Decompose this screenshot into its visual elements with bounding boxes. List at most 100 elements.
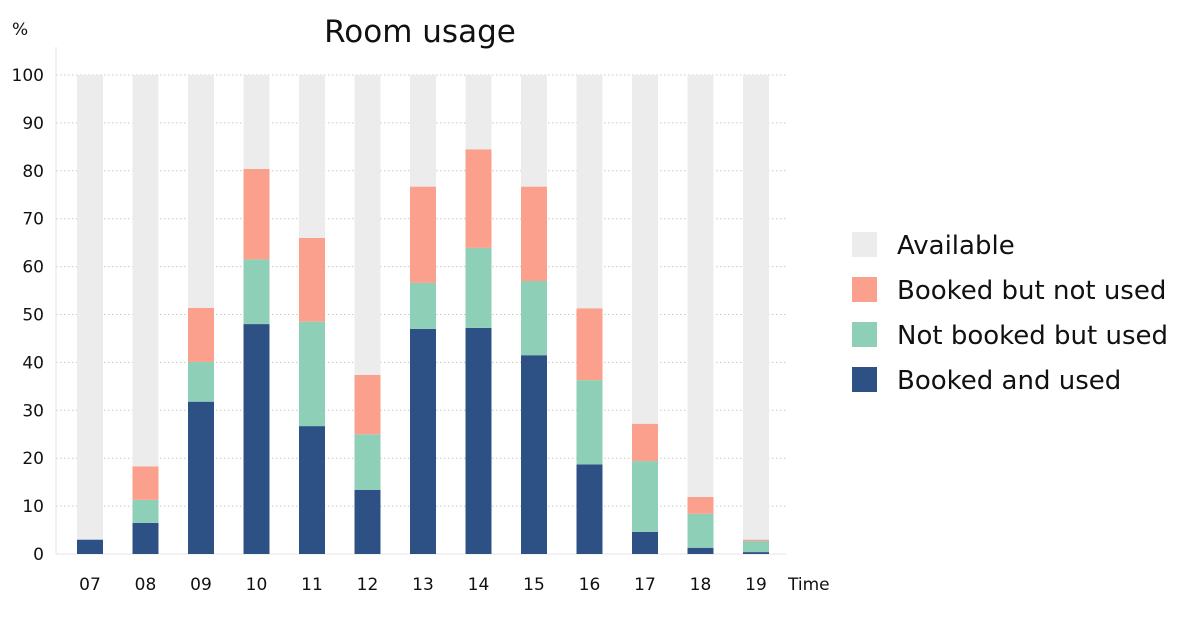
legend: Available Booked but not used Not booked b… bbox=[852, 231, 1168, 396]
bar-not-booked-but-used-18 bbox=[687, 513, 714, 548]
legend-swatch-booked-and-used bbox=[852, 367, 877, 392]
bar-group-15 bbox=[521, 75, 547, 554]
bar-group-18 bbox=[687, 75, 714, 554]
bar-booked-but-not-used-17 bbox=[632, 423, 658, 462]
x-tick-label: 11 bbox=[301, 575, 323, 595]
bar-booked-and-used-10 bbox=[243, 324, 270, 554]
bar-booked-but-not-used-13 bbox=[410, 186, 436, 283]
x-tick-label: 15 bbox=[523, 575, 545, 595]
bar-group-09 bbox=[188, 75, 214, 554]
bar-booked-but-not-used-08 bbox=[132, 466, 159, 500]
bar-booked-but-not-used-15 bbox=[521, 186, 547, 281]
x-tick-label: 17 bbox=[634, 575, 656, 595]
bar-not-booked-but-used-19 bbox=[743, 541, 769, 553]
bar-booked-and-used-12 bbox=[354, 489, 381, 554]
bar-booked-but-not-used-11 bbox=[299, 237, 325, 322]
bar-not-booked-but-used-11 bbox=[299, 321, 325, 427]
bar-available-07 bbox=[77, 75, 103, 540]
legend-swatch-available bbox=[852, 232, 877, 257]
bar-booked-and-used-17 bbox=[632, 531, 658, 554]
bar-available-10 bbox=[243, 75, 270, 169]
x-axis-label: Time bbox=[787, 575, 830, 595]
bar-available-09 bbox=[188, 75, 214, 308]
bar-booked-and-used-16 bbox=[576, 464, 603, 554]
x-tick-label: 18 bbox=[690, 575, 712, 595]
bar-available-12 bbox=[354, 75, 381, 375]
bar-booked-but-not-used-10 bbox=[243, 168, 270, 260]
bar-booked-but-not-used-09 bbox=[188, 307, 214, 362]
bar-booked-but-not-used-19 bbox=[743, 539, 769, 542]
x-tick-label: 16 bbox=[579, 575, 601, 595]
y-tick-label: 10 bbox=[22, 497, 44, 517]
bar-booked-but-not-used-12 bbox=[354, 374, 381, 435]
bar-available-19 bbox=[743, 75, 769, 540]
x-tick-label: 10 bbox=[246, 575, 268, 595]
y-axis-label: % bbox=[12, 20, 28, 40]
y-tick-label: 80 bbox=[22, 162, 44, 182]
bar-available-08 bbox=[132, 75, 159, 467]
y-tick-label: 50 bbox=[22, 306, 44, 326]
bar-available-17 bbox=[632, 75, 658, 424]
y-tick-label: 30 bbox=[22, 401, 44, 421]
x-tick-label: 12 bbox=[357, 575, 379, 595]
bar-booked-and-used-14 bbox=[465, 327, 492, 554]
bar-group-12 bbox=[354, 75, 381, 554]
bar-not-booked-but-used-09 bbox=[188, 361, 214, 402]
y-tick-labels: 0 10 20 30 40 50 60 70 80 90 100 bbox=[12, 66, 44, 565]
y-tick-label: 40 bbox=[22, 353, 44, 373]
bar-not-booked-but-used-16 bbox=[576, 380, 603, 465]
x-tick-label: 09 bbox=[190, 575, 212, 595]
bar-booked-and-used-11 bbox=[299, 426, 325, 554]
bar-booked-and-used-18 bbox=[687, 547, 714, 554]
y-tick-label: 60 bbox=[22, 258, 44, 278]
bar-not-booked-but-used-08 bbox=[132, 499, 159, 523]
bar-available-11 bbox=[299, 75, 325, 238]
legend-label-booked-and-used: Booked and used bbox=[897, 366, 1121, 396]
bar-group-11 bbox=[299, 75, 325, 554]
legend-label-not-booked-but-used: Not booked but used bbox=[897, 321, 1168, 351]
bar-booked-and-used-09 bbox=[188, 401, 214, 554]
bar-not-booked-but-used-15 bbox=[521, 280, 547, 356]
y-tick-label: 70 bbox=[22, 210, 44, 230]
x-tick-labels: 07 08 09 10 11 12 13 14 15 16 17 18 19 bbox=[79, 575, 767, 595]
bar-booked-but-not-used-16 bbox=[576, 308, 603, 381]
x-tick-label: 07 bbox=[79, 575, 101, 595]
bar-available-16 bbox=[576, 75, 603, 309]
bar-available-15 bbox=[521, 75, 547, 187]
y-tick-label: 20 bbox=[22, 449, 44, 469]
bars bbox=[77, 75, 769, 554]
bar-booked-and-used-07 bbox=[77, 539, 103, 554]
bar-not-booked-but-used-12 bbox=[354, 434, 381, 490]
y-tick-label: 90 bbox=[22, 114, 44, 134]
y-tick-label: 100 bbox=[12, 66, 44, 86]
bar-group-07 bbox=[77, 75, 103, 554]
legend-label-available: Available bbox=[897, 231, 1015, 261]
bar-booked-and-used-19 bbox=[743, 552, 769, 554]
chart-title: Room usage bbox=[324, 14, 516, 50]
x-tick-label: 14 bbox=[468, 575, 490, 595]
bar-available-13 bbox=[410, 75, 436, 187]
bar-booked-and-used-13 bbox=[410, 328, 436, 554]
bar-group-14 bbox=[465, 75, 492, 554]
bar-booked-but-not-used-14 bbox=[465, 149, 492, 248]
x-tick-label: 19 bbox=[745, 575, 767, 595]
x-tick-label: 08 bbox=[135, 575, 157, 595]
bar-booked-and-used-08 bbox=[132, 522, 159, 554]
bar-available-14 bbox=[465, 75, 492, 150]
legend-swatch-booked-but-not-used bbox=[852, 277, 877, 302]
legend-swatch-not-booked-but-used bbox=[852, 322, 877, 347]
x-tick-label: 13 bbox=[412, 575, 434, 595]
bar-group-19 bbox=[743, 75, 769, 554]
bar-group-16 bbox=[576, 75, 603, 554]
bar-booked-but-not-used-18 bbox=[687, 496, 714, 514]
y-tick-label: 0 bbox=[33, 545, 44, 565]
bar-available-18 bbox=[687, 75, 714, 497]
bar-group-17 bbox=[632, 75, 658, 554]
bar-not-booked-but-used-13 bbox=[410, 282, 436, 329]
bar-booked-and-used-15 bbox=[521, 355, 547, 554]
bar-not-booked-but-used-10 bbox=[243, 259, 270, 325]
bar-group-08 bbox=[132, 75, 159, 554]
legend-label-booked-but-not-used: Booked but not used bbox=[897, 276, 1166, 306]
bar-group-13 bbox=[410, 75, 436, 554]
